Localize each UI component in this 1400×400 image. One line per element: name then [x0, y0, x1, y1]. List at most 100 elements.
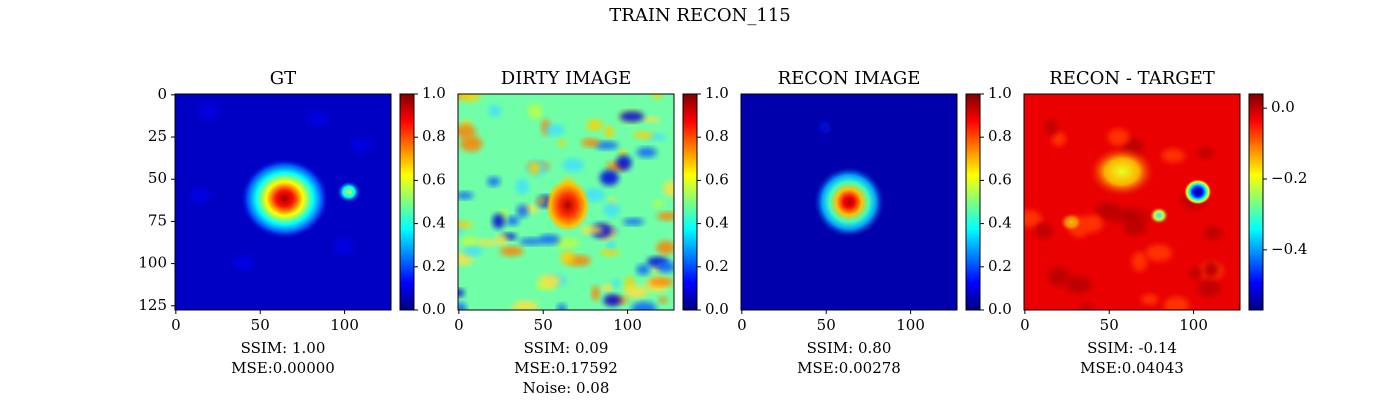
image-blob [458, 288, 465, 297]
image-blob [636, 264, 651, 276]
image-blob [1197, 279, 1221, 297]
image-blob [350, 136, 371, 153]
colorbar-tick-label: 0.0 [988, 300, 1012, 318]
y-tick-label: 0 [157, 85, 167, 103]
axes-frame [457, 93, 675, 311]
heatmap-image [458, 94, 674, 310]
image-blob [1203, 261, 1219, 279]
x-tick-label: 50 [817, 316, 836, 334]
image-blob [1047, 266, 1071, 287]
panel-title: RECON - TARGET [1049, 68, 1215, 89]
image-blob [198, 102, 219, 119]
image-blob [603, 294, 622, 307]
colorbar-tick-label: 0.2 [705, 257, 729, 275]
y-tick-label: 25 [148, 127, 167, 145]
metric-annotation: SSIM: 0.80 [807, 339, 892, 357]
colorbar-tick-label: −0.4 [1271, 240, 1307, 258]
image-blob [516, 204, 529, 218]
x-tick-label: 100 [1179, 316, 1208, 334]
metric-annotation: MSE:0.17592 [514, 359, 618, 377]
image-blob [499, 246, 524, 257]
image-blob [1149, 206, 1169, 225]
image-blob [1034, 223, 1053, 239]
metric-annotation: SSIM: 0.09 [524, 339, 609, 357]
colorbar-tick-label: 1.0 [422, 84, 446, 102]
image-blob [459, 135, 483, 152]
colorbar [1248, 93, 1264, 311]
image-blob [586, 119, 603, 132]
image-blob [632, 131, 654, 139]
image-blob [458, 191, 474, 200]
y-tick-label: 50 [148, 169, 167, 187]
image-blob [1145, 244, 1172, 262]
image-blob [505, 216, 520, 226]
panel-title: GT [270, 68, 296, 89]
image-blob [528, 162, 541, 175]
image-blob [819, 121, 832, 134]
image-blob [1163, 296, 1190, 310]
image-blob [1183, 178, 1212, 205]
image-blob [528, 103, 543, 119]
heatmap-image [1024, 94, 1240, 310]
image-blob [656, 240, 674, 255]
image-blob [1107, 128, 1130, 146]
image-blob [1161, 148, 1186, 163]
colorbar-tick-label: 0.4 [422, 214, 446, 232]
image-blob [581, 138, 600, 147]
colorbar-tick-label: 0.8 [705, 127, 729, 145]
image-blob [1024, 209, 1042, 228]
colorbar-tick-label: 0.6 [988, 170, 1012, 188]
axes-frame [1023, 93, 1241, 311]
image-blob [474, 239, 499, 246]
image-blob [458, 124, 476, 139]
image-blob [606, 238, 616, 252]
image-blob [623, 285, 648, 299]
image-blob [458, 302, 467, 310]
x-tick-label: 0 [737, 316, 747, 334]
colorbar-tick-label: 0.0 [705, 300, 729, 318]
image-blob [458, 94, 481, 102]
image-blob [462, 245, 482, 257]
image-blob [603, 202, 620, 218]
metric-annotation: Noise: 0.08 [523, 379, 610, 397]
image-blob [1098, 203, 1159, 228]
heatmap-image [175, 94, 391, 310]
metric-annotation: MSE:0.04043 [1080, 359, 1184, 377]
y-tick-label: 125 [138, 296, 167, 314]
panel-title: DIRTY IMAGE [501, 68, 631, 89]
image-blob [1087, 145, 1156, 198]
image-blob [622, 218, 645, 226]
image-blob [488, 104, 502, 118]
image-blob [604, 125, 615, 138]
colorbar [682, 93, 698, 311]
x-tick-label: 50 [1100, 316, 1119, 334]
colorbar-tick-label: 0.2 [988, 257, 1012, 275]
image-blob [544, 124, 565, 136]
image-blob [1197, 147, 1214, 159]
image-blob [1203, 226, 1223, 241]
image-blob [1044, 119, 1058, 136]
colorbar-tick-label: 0.8 [988, 127, 1012, 145]
image-blob [610, 279, 621, 288]
image-blob [619, 111, 645, 123]
image-blob [655, 261, 674, 273]
x-tick-label: 0 [1020, 316, 1030, 334]
image-blob [308, 111, 329, 128]
y-tick-label: 100 [138, 254, 167, 272]
image-blob [240, 158, 329, 239]
image-blob [336, 180, 361, 203]
image-blob [657, 211, 674, 221]
image-blob [600, 248, 620, 256]
image-blob [651, 94, 663, 100]
image-blob [1080, 303, 1094, 310]
colorbar-tick-label: −0.2 [1271, 169, 1307, 187]
colorbar-tick-label: 1.0 [988, 84, 1012, 102]
x-tick-label: 100 [613, 316, 642, 334]
image-blob [1189, 266, 1203, 280]
x-tick-label: 100 [330, 316, 359, 334]
image-blob [190, 187, 211, 204]
x-tick-label: 0 [454, 316, 464, 334]
colorbar [965, 93, 981, 311]
image-blob [616, 155, 632, 171]
image-blob [631, 301, 657, 310]
